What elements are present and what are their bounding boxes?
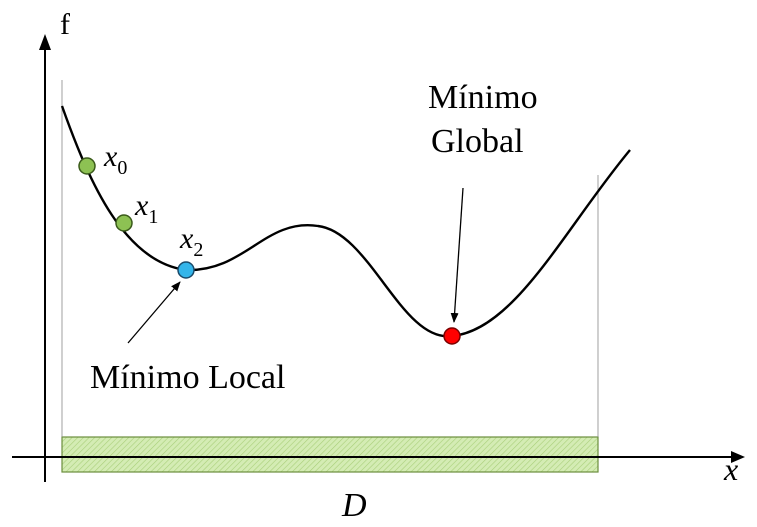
domain-region	[61, 436, 599, 473]
y-axis-arrowhead	[39, 34, 51, 50]
x-axis-arrowhead	[731, 451, 745, 463]
label-x2: x2	[179, 222, 203, 261]
label-x0: x0	[103, 140, 127, 179]
global-min-label-line1: Mínimo	[428, 79, 538, 116]
point-global-min	[443, 327, 461, 345]
point-x1	[115, 214, 133, 232]
function-curve	[60, 105, 631, 338]
point-x2	[177, 261, 195, 279]
y-axis-label: f	[60, 8, 70, 41]
label-x1: x1	[134, 189, 158, 228]
global-min-arrow	[450, 187, 464, 323]
local-min-label: Mínimo Local	[90, 359, 285, 396]
local-min-arrow	[127, 281, 181, 344]
global-min-label-line2: Global	[431, 123, 524, 160]
x-axis-label: x	[723, 451, 738, 487]
domain-label: D	[341, 487, 367, 524]
point-x0	[78, 157, 96, 175]
